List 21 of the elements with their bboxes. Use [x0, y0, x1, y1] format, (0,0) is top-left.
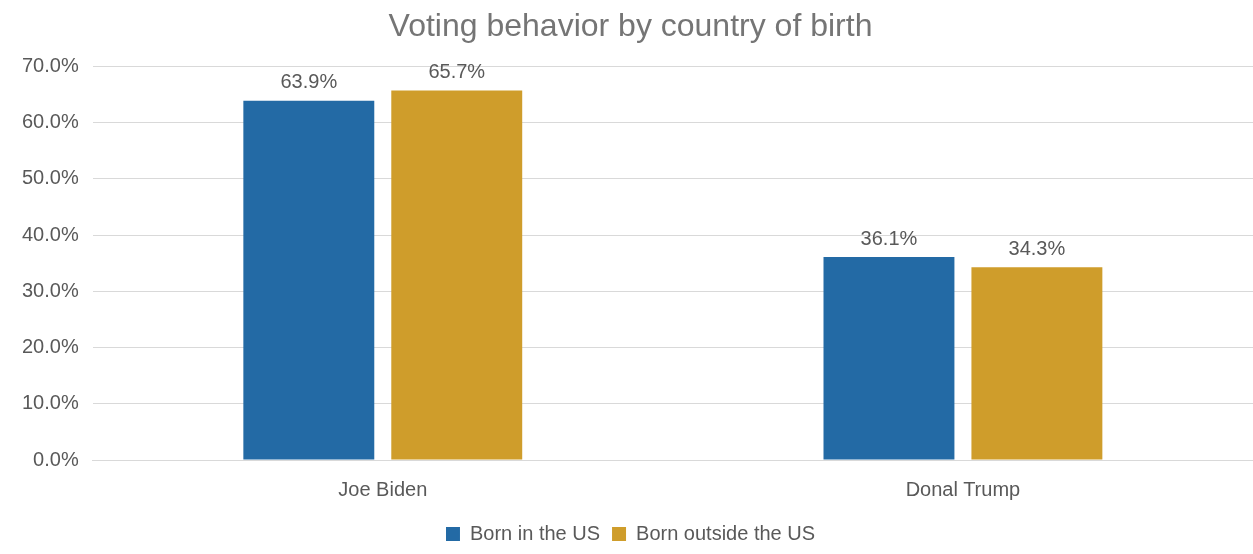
bar [971, 267, 1103, 460]
data-label: 63.9% [280, 70, 338, 93]
data-label: 36.1% [860, 226, 918, 249]
data-label: 34.3% [1008, 236, 1066, 259]
y-tick-label: 20.0% [21, 335, 79, 358]
legend-label: Born outside the US [636, 521, 816, 544]
x-tick-label: Donal Trump [905, 477, 1021, 500]
bar [823, 257, 955, 460]
y-tick-label: 10.0% [21, 391, 79, 414]
legend-label: Born in the US [469, 521, 601, 544]
y-tick-label: 40.0% [21, 222, 79, 245]
bar [243, 100, 375, 460]
x-tick-label: Joe Biden [338, 477, 428, 500]
chart-title: Voting behavior by country of birth [388, 7, 873, 44]
y-tick-label: 30.0% [21, 278, 79, 301]
data-label: 65.7% [428, 60, 486, 83]
y-tick-label: 70.0% [21, 53, 79, 76]
y-tick-label: 0.0% [33, 447, 79, 470]
y-tick-label: 50.0% [21, 166, 79, 189]
y-tick-label: 60.0% [21, 110, 79, 133]
bar [391, 90, 523, 460]
